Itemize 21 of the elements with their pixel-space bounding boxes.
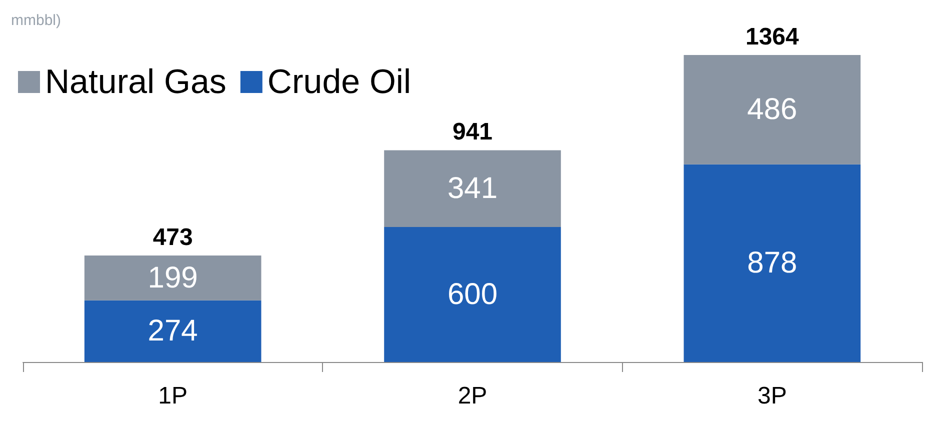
chart-title: mmbbl): [11, 12, 62, 29]
total-label: 941: [452, 118, 493, 146]
legend-label: Crude Oil: [267, 63, 412, 101]
legend-label: Natural Gas: [45, 63, 226, 101]
data-label: 878: [747, 246, 798, 280]
bar: [384, 226, 561, 362]
data-label: 199: [148, 261, 198, 294]
x-tick-label: 1P: [158, 382, 188, 410]
total-label: 473: [152, 224, 193, 252]
bar: [384, 150, 561, 227]
total-label: 1364: [745, 24, 800, 50]
data-label: 274: [148, 314, 198, 348]
x-tick-label: 2P: [458, 382, 488, 410]
bar: [684, 164, 861, 362]
data-label: 600: [447, 278, 498, 311]
bar: [84, 300, 262, 362]
data-label: 486: [747, 93, 798, 126]
bar: [84, 256, 262, 300]
x-tick-label: 3P: [757, 382, 787, 410]
bar: [684, 55, 861, 164]
data-label: 341: [447, 172, 498, 206]
